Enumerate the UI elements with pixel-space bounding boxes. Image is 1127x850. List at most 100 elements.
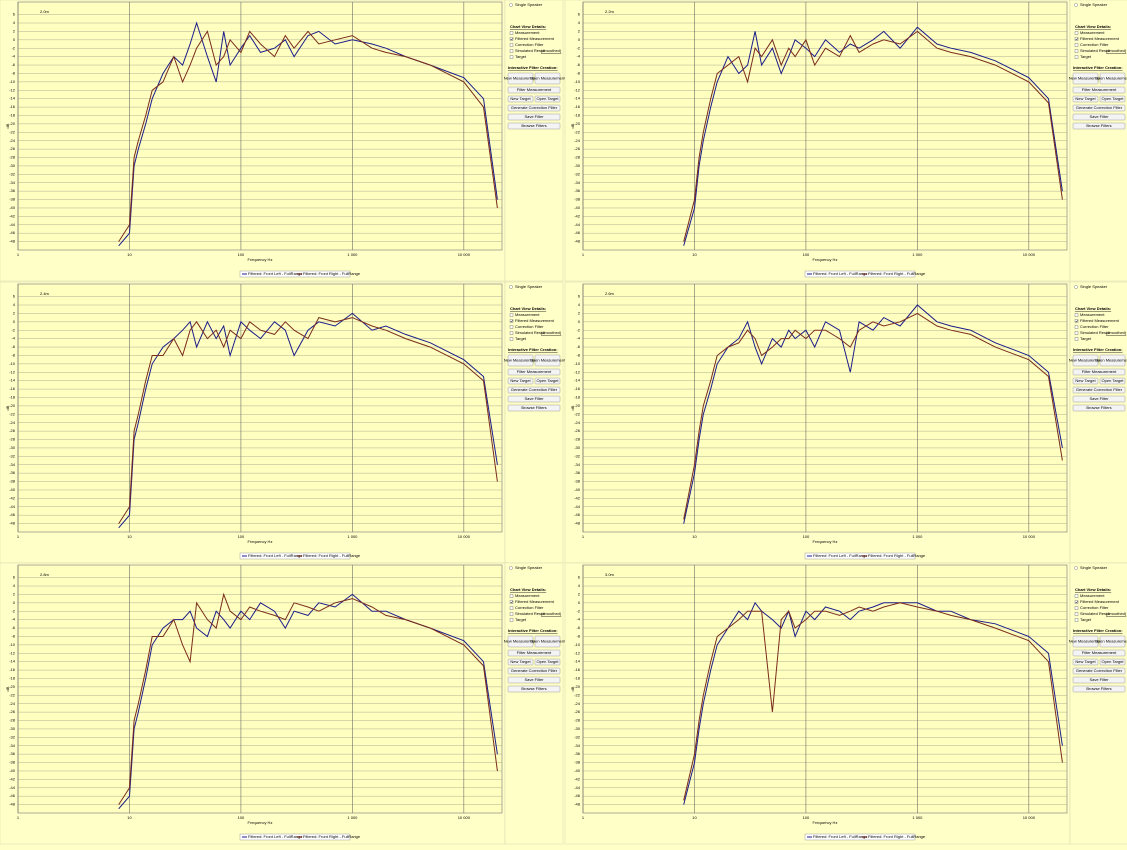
button-label[interactable]: New Target — [510, 378, 531, 383]
button[interactable] — [1099, 635, 1126, 648]
button[interactable] — [1072, 113, 1126, 121]
button-label[interactable]: Filter Measurement — [1082, 87, 1117, 92]
button[interactable] — [534, 95, 561, 103]
button-label[interactable]: Browse Filters — [1086, 686, 1111, 691]
button-label[interactable]: Browse Filters — [521, 405, 546, 410]
checkbox[interactable] — [1074, 594, 1079, 598]
button[interactable] — [1072, 72, 1099, 85]
button-label[interactable]: Open Measurement — [1095, 76, 1127, 81]
button-label[interactable]: New Measurement — [504, 76, 538, 81]
button[interactable] — [1072, 95, 1099, 103]
button[interactable] — [507, 368, 561, 376]
checkbox[interactable] — [1074, 606, 1079, 610]
button[interactable] — [507, 649, 561, 657]
button-label[interactable]: Open Measurement — [530, 358, 566, 363]
button-label[interactable]: Browse Filters — [521, 123, 546, 128]
checkbox[interactable] — [1074, 600, 1079, 604]
button[interactable] — [1072, 122, 1126, 130]
smoothed-link[interactable]: (smoothed) — [1106, 611, 1127, 616]
radio[interactable] — [1074, 285, 1078, 289]
button-label[interactable]: Generate Correction Filter — [1076, 668, 1123, 673]
button-label[interactable]: Filter Measurement — [1082, 369, 1117, 374]
smoothed-link[interactable]: (smoothed) — [541, 611, 562, 616]
checkbox[interactable] — [509, 606, 514, 610]
checkbox[interactable] — [509, 31, 514, 35]
radio[interactable] — [1074, 566, 1078, 570]
button[interactable] — [507, 676, 561, 684]
button-label[interactable]: Generate Correction Filter — [511, 387, 558, 392]
button[interactable] — [507, 386, 561, 394]
button[interactable] — [507, 72, 534, 85]
button[interactable] — [534, 377, 561, 385]
button[interactable] — [1099, 354, 1126, 367]
button[interactable] — [1072, 86, 1126, 94]
button[interactable] — [507, 113, 561, 121]
checkbox[interactable] — [509, 600, 514, 604]
button-label[interactable]: New Measurement — [1069, 639, 1103, 644]
button-label[interactable]: Open Target — [537, 378, 560, 383]
button[interactable] — [1072, 676, 1126, 684]
button[interactable] — [1072, 368, 1126, 376]
radio[interactable] — [509, 3, 513, 7]
button-label[interactable]: New Target — [510, 659, 531, 664]
button[interactable] — [534, 354, 561, 367]
button-label[interactable]: Browse Filters — [1086, 405, 1111, 410]
button[interactable] — [1072, 667, 1126, 675]
button[interactable] — [507, 404, 561, 412]
button-label[interactable]: Save Filter — [524, 396, 544, 401]
checkbox[interactable] — [509, 618, 514, 622]
button[interactable] — [534, 635, 561, 648]
button[interactable] — [534, 658, 561, 666]
button-label[interactable]: New Target — [1075, 96, 1096, 101]
button-label[interactable]: Filter Measurement — [517, 369, 552, 374]
checkbox[interactable] — [1074, 331, 1079, 335]
checkbox[interactable] — [509, 319, 514, 323]
button[interactable] — [1072, 395, 1126, 403]
button-label[interactable]: New Measurement — [1069, 358, 1103, 363]
button-label[interactable]: Generate Correction Filter — [1076, 105, 1123, 110]
button[interactable] — [507, 95, 534, 103]
checkbox[interactable] — [1074, 49, 1079, 53]
checkbox[interactable] — [1074, 37, 1079, 41]
smoothed-link[interactable]: (smoothed) — [541, 330, 562, 335]
checkbox[interactable] — [509, 325, 514, 329]
button-label[interactable]: Open Measurement — [1095, 639, 1127, 644]
button-label[interactable]: New Target — [510, 96, 531, 101]
button-label[interactable]: Filter Measurement — [517, 650, 552, 655]
button[interactable] — [507, 377, 534, 385]
checkbox[interactable] — [1074, 43, 1079, 47]
radio[interactable] — [509, 566, 513, 570]
checkbox[interactable] — [509, 37, 514, 41]
button[interactable] — [507, 658, 534, 666]
button[interactable] — [1072, 377, 1099, 385]
checkbox[interactable] — [1074, 319, 1079, 323]
checkbox[interactable] — [509, 49, 514, 53]
button-label[interactable]: Open Target — [1102, 378, 1125, 383]
button[interactable] — [1072, 658, 1099, 666]
button-label[interactable]: Open Target — [1102, 96, 1125, 101]
button-label[interactable]: Browse Filters — [521, 686, 546, 691]
button[interactable] — [1099, 377, 1126, 385]
button[interactable] — [1099, 95, 1126, 103]
button-label[interactable]: New Measurement — [1069, 76, 1103, 81]
checkbox[interactable] — [509, 337, 514, 341]
button-label[interactable]: Filter Measurement — [1082, 650, 1117, 655]
radio[interactable] — [1074, 3, 1078, 7]
button[interactable] — [1072, 354, 1099, 367]
button[interactable] — [1099, 658, 1126, 666]
button[interactable] — [507, 667, 561, 675]
button-label[interactable]: Open Measurement — [530, 639, 566, 644]
smoothed-link[interactable]: (smoothed) — [1106, 48, 1127, 53]
button[interactable] — [507, 635, 534, 648]
button-label[interactable]: Generate Correction Filter — [511, 668, 558, 673]
button-label[interactable]: New Measurement — [504, 358, 538, 363]
checkbox[interactable] — [1074, 55, 1079, 59]
checkbox[interactable] — [509, 594, 514, 598]
button-label[interactable]: New Measurement — [504, 639, 538, 644]
button-label[interactable]: Browse Filters — [1086, 123, 1111, 128]
button[interactable] — [507, 104, 561, 112]
checkbox[interactable] — [509, 612, 514, 616]
button-label[interactable]: New Target — [1075, 378, 1096, 383]
button-label[interactable]: Filter Measurement — [517, 87, 552, 92]
smoothed-link[interactable]: (smoothed) — [1106, 330, 1127, 335]
